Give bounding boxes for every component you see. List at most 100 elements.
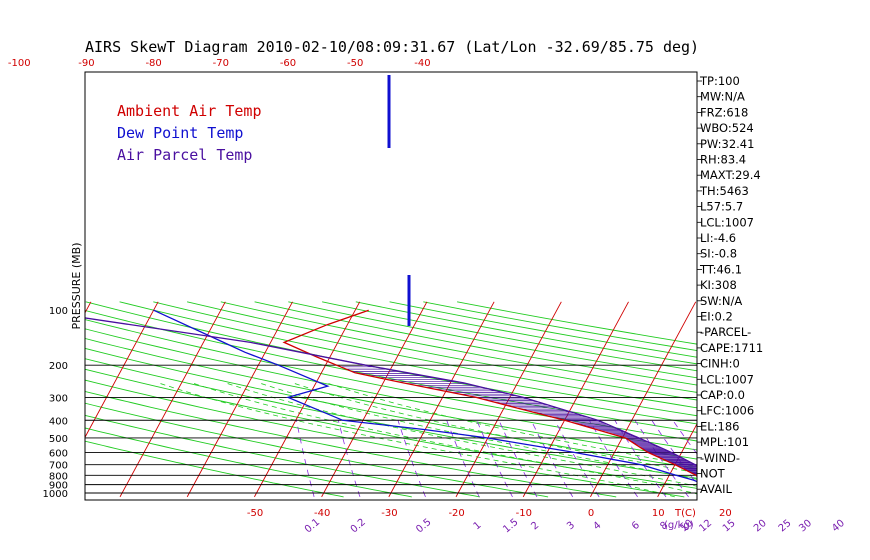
index-label: PW:32.41 [700, 137, 754, 151]
dry-adiabat-line [85, 338, 697, 460]
dry-adiabat-line [85, 347, 697, 469]
bottom-temp-tick-label: -10 [516, 508, 532, 519]
isotherm-line [792, 302, 870, 497]
moist-adiabat-line [158, 382, 675, 498]
index-label: WBO:524 [700, 121, 754, 135]
top-temp-tick-label: -50 [347, 58, 363, 69]
isotherm-line [859, 302, 870, 497]
dry-adiabat-line [220, 301, 697, 393]
top-temp-tick-label: -80 [145, 58, 161, 69]
series-line-1 [282, 309, 697, 478]
y-axis-label: PRESSURE (MB) [70, 243, 83, 330]
cape-hatching [340, 366, 697, 477]
dry-adiabat-line [85, 301, 697, 425]
bottom-temp-tick-label: -50 [247, 508, 263, 519]
mixing-ratio-tick-label: 3 [565, 520, 577, 533]
moist-adiabat-line [191, 382, 697, 495]
isotherm-line [85, 301, 92, 314]
index-label: LCL:1007 [700, 215, 754, 229]
index-label: MW:N/A [700, 90, 745, 104]
mixing-ratio-line [770, 420, 840, 497]
index-label: AVAIL [700, 482, 733, 496]
dry-adiabat-line [457, 301, 697, 345]
legend-entry: Air Parcel Temp [117, 146, 252, 164]
top-temp-tick-label: -60 [280, 58, 296, 69]
mixing-ratio-line [554, 420, 600, 498]
top-temp-tick-label: -70 [213, 58, 229, 69]
dry-adiabat-line [85, 319, 697, 442]
index-label: -WIND- [700, 451, 740, 465]
mixing-ratio-tick-label: 30 [797, 518, 814, 535]
index-label: EL:186 [700, 419, 740, 433]
pressure-tick-label: 400 [49, 416, 68, 427]
legend: Ambient Air Temp Dew Point Temp Air Parcel… [117, 102, 262, 164]
mixing-ratio-line [296, 420, 315, 498]
pressure-tick-label: 600 [49, 448, 68, 459]
mixing-ratio-tick-label: 8 [658, 520, 670, 533]
index-label: TP:100 [699, 74, 740, 88]
pressure-tick-label: 100 [49, 306, 68, 317]
isotherm-line [522, 301, 629, 498]
isotherm-line [0, 302, 24, 497]
mixing-ratio-line [589, 420, 638, 498]
dry-adiabat-line [85, 309, 697, 433]
index-label: -PARCEL- [700, 325, 751, 339]
moist-adiabat-line [326, 382, 697, 468]
bottom-temp-tick-label: -40 [314, 508, 330, 519]
index-label: SI:-0.8 [700, 247, 737, 261]
mixing-ratio-tick-label: 6 [630, 520, 642, 533]
index-label: CINH:0 [700, 357, 740, 371]
axis-tick-labels: 1002003004005006007008009001000-120-110-… [8, 58, 847, 536]
mixing-ratio-line [337, 420, 361, 498]
isobar-grid [85, 364, 697, 494]
bottom-temp-tick-label: -30 [381, 508, 397, 519]
moist-adiabat-line [292, 382, 697, 474]
mixing-ratio-tick-label: 1.5 [501, 517, 520, 536]
dry-adiabat-line [85, 379, 685, 498]
mixing-ratio-tick-label: 20 [752, 518, 769, 535]
legend-entry: Ambient Air Temp [117, 102, 262, 120]
index-label: FRZ:618 [700, 105, 748, 119]
bottom-temp-tick-label: 0 [588, 508, 594, 519]
index-label: KI:308 [700, 278, 737, 292]
index-label: TH:5463 [699, 184, 749, 198]
dry-adiabat-line [85, 427, 412, 498]
isotherm-line [186, 301, 293, 498]
series-line-2 [153, 309, 697, 483]
mixing-ratio-line [498, 420, 538, 498]
dry-adiabat-line [186, 301, 697, 401]
isotherm-line [85, 301, 159, 439]
chart-title: AIRS SkewT Diagram 2010-02-10/08:09:31.6… [85, 38, 699, 56]
moist-adiabat-line [225, 382, 697, 487]
mixing-ratio-tick-label: 4 [592, 520, 604, 533]
pressure-tick-label: 500 [49, 434, 68, 445]
dry-adiabat-line [85, 328, 697, 451]
bottom-temp-tick-label: 10 [652, 508, 665, 519]
index-label: RH:83.4 [700, 153, 746, 167]
dry-adiabat-line [85, 414, 480, 498]
top-temp-tick-label: -90 [78, 58, 94, 69]
isotherm-line [254, 301, 361, 498]
dry-adiabat-line [85, 440, 344, 498]
pressure-tick-label: 900 [49, 481, 68, 492]
index-label: NOT [700, 467, 726, 481]
isotherm-line [321, 301, 428, 498]
dry-adiabat-line [85, 402, 549, 498]
index-label: MPL:101 [700, 435, 749, 449]
legend-entry: Dew Point Temp [117, 124, 243, 142]
mixing-ratio-tick-label: 0.5 [414, 517, 433, 536]
index-label: SW:N/A [700, 294, 742, 308]
mixing-ratio-grid [296, 420, 840, 498]
series-line-3 [85, 317, 697, 467]
dry-adiabat-grid [85, 301, 697, 498]
moist-adiabat-line [259, 382, 697, 480]
index-label: MAXT:29.4 [700, 168, 761, 182]
profile-lines [85, 75, 697, 483]
pressure-tick-label: 800 [49, 471, 68, 482]
x-axis-label: T(C) [674, 508, 696, 519]
mixing-ratio-tick-label: 25 [777, 518, 794, 535]
plot-frame [84, 71, 698, 501]
dry-adiabat-line [119, 301, 697, 417]
